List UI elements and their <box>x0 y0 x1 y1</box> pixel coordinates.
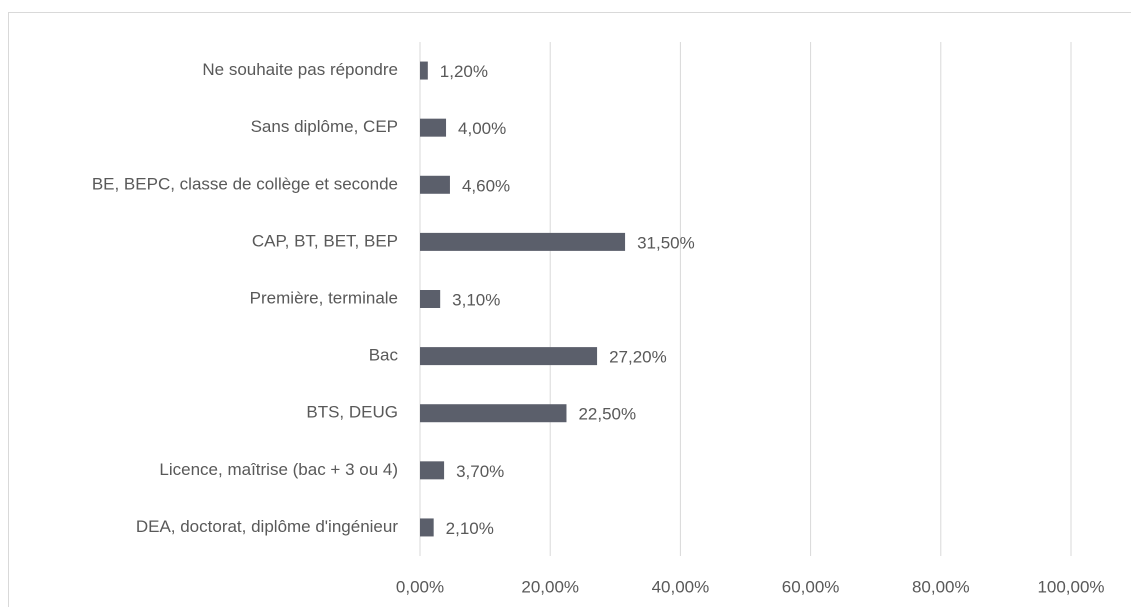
data-label: 2,10% <box>446 519 494 538</box>
y-tick-label: BTS, DEUG <box>306 403 398 422</box>
data-label: 3,10% <box>452 290 500 309</box>
y-tick-label: DEA, doctorat, diplôme d'ingénieur <box>136 517 399 536</box>
x-tick-label: 80,00% <box>912 577 970 596</box>
bar <box>420 61 428 80</box>
bar <box>420 175 450 194</box>
chart-frame <box>8 12 1131 607</box>
bar <box>420 232 626 251</box>
x-tick-label: 100,00% <box>1037 577 1104 596</box>
bar <box>420 404 567 423</box>
bar <box>420 518 434 537</box>
bar <box>420 461 445 480</box>
y-tick-label: Ne souhaite pas répondre <box>202 60 398 79</box>
x-tick-label: 0,00% <box>396 577 444 596</box>
x-tick-label: 60,00% <box>782 577 840 596</box>
data-label: 1,20% <box>440 62 488 81</box>
data-label: 22,50% <box>578 405 636 424</box>
data-label: 4,00% <box>458 119 506 138</box>
y-tick-label: BE, BEPC, classe de collège et seconde <box>92 174 398 193</box>
y-tick-label: Première, terminale <box>250 288 398 307</box>
y-tick-label: Licence, maîtrise (bac + 3 ou 4) <box>159 460 398 479</box>
bar <box>420 290 441 308</box>
y-tick-label: Sans diplôme, CEP <box>251 117 398 136</box>
data-label: 4,60% <box>462 176 510 195</box>
y-tick-label: Bac <box>369 346 399 365</box>
y-tick-label: CAP, BT, BET, BEP <box>252 231 398 250</box>
data-label: 3,70% <box>456 462 504 481</box>
bar <box>420 118 447 137</box>
data-label: 27,20% <box>609 348 667 367</box>
x-tick-label: 40,00% <box>652 577 710 596</box>
bar <box>420 347 598 366</box>
x-tick-label: 20,00% <box>521 577 579 596</box>
data-label: 31,50% <box>637 233 695 252</box>
